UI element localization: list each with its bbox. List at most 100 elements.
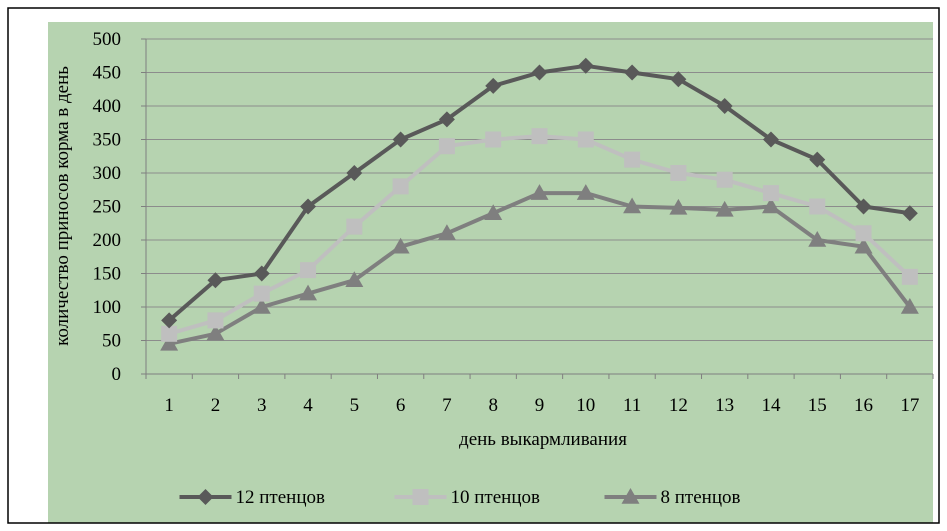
x-tick-label: 1 <box>164 395 174 416</box>
x-tick-label: 11 <box>623 395 641 416</box>
data-point <box>855 198 872 215</box>
y-tick-label: 300 <box>93 163 122 184</box>
x-tick-label: 2 <box>211 395 221 416</box>
y-tick-label: 350 <box>93 130 122 151</box>
data-point <box>670 165 687 181</box>
data-point <box>762 185 779 202</box>
x-tick-label: 3 <box>257 395 267 416</box>
legend-label: 8 птенцов <box>661 487 741 508</box>
data-point <box>901 205 918 222</box>
data-point <box>531 64 548 81</box>
axes <box>141 38 934 379</box>
data-point <box>207 272 224 289</box>
data-point <box>577 57 594 74</box>
data-point <box>716 98 733 114</box>
data-point <box>854 237 873 254</box>
data-point <box>762 131 779 148</box>
series-2 <box>161 128 918 342</box>
y-tick-label: 200 <box>93 230 122 251</box>
y-tick-label: 150 <box>93 264 122 285</box>
y-tick-label: 400 <box>93 96 122 117</box>
y-axis-title: количество приносов корма в день <box>52 66 73 346</box>
data-point <box>715 200 734 217</box>
legend-marker <box>412 489 429 505</box>
x-tick-label: 17 <box>900 395 919 416</box>
data-point <box>299 284 318 301</box>
x-tick-label: 16 <box>854 395 873 416</box>
chart-border <box>7 7 940 524</box>
x-tick-label: 7 <box>442 395 452 416</box>
data-point <box>253 265 270 282</box>
x-tick-label: 4 <box>303 395 313 416</box>
data-point <box>809 151 826 168</box>
data-point <box>855 225 872 242</box>
data-point <box>485 131 502 148</box>
data-point <box>901 268 918 285</box>
legend-marker <box>621 488 640 504</box>
y-tick-label: 250 <box>93 197 122 218</box>
legend-label: 10 птенцов <box>451 487 540 508</box>
data-point <box>716 171 733 188</box>
x-tick-label: 8 <box>488 395 498 416</box>
data-point <box>577 131 594 148</box>
x-tick-labels: 1 2 3 4 5 6 7 8 9 10 11 12 13 14 15 16 17 <box>164 395 919 416</box>
legend: 12 птенцов 10 птенцов 8 птенцов <box>179 487 741 508</box>
data-point <box>624 64 641 81</box>
x-axis-title: день выкармливания <box>459 429 627 450</box>
data-point <box>161 325 178 342</box>
data-point <box>207 312 224 329</box>
data-point <box>669 198 688 215</box>
data-point <box>670 71 687 88</box>
data-point <box>485 77 502 94</box>
data-point <box>808 231 827 247</box>
data-point <box>300 262 317 279</box>
data-point <box>438 111 455 128</box>
data-point <box>206 324 225 341</box>
y-tick-label: 500 <box>93 29 122 50</box>
data-point <box>345 271 364 287</box>
x-tick-label: 6 <box>396 395 406 416</box>
data-point <box>392 131 409 148</box>
data-point <box>623 197 642 214</box>
data-point <box>576 184 595 200</box>
data-point <box>252 298 271 314</box>
data-point <box>900 298 919 314</box>
data-point <box>437 224 456 241</box>
data-point <box>761 197 780 214</box>
legend-item: 10 птенцов <box>394 487 540 508</box>
data-point <box>346 165 363 181</box>
data-point <box>346 218 363 235</box>
x-tick-label: 12 <box>669 395 688 416</box>
data-point <box>624 151 641 168</box>
y-tick-label: 450 <box>93 63 122 84</box>
x-tick-label: 9 <box>535 395 545 416</box>
legend-item: 8 птенцов <box>604 487 741 508</box>
data-point <box>809 198 826 215</box>
x-tick-label: 5 <box>350 395 360 416</box>
series-1 <box>161 57 918 329</box>
data-point <box>484 204 503 220</box>
x-tick-label: 15 <box>808 395 827 416</box>
data-point <box>300 198 317 215</box>
legend-marker <box>197 489 214 505</box>
data-point <box>161 312 178 329</box>
series-lines <box>160 57 919 351</box>
y-tick-label: 0 <box>112 364 122 385</box>
y-tick-label: 50 <box>102 331 121 352</box>
data-point <box>160 334 179 351</box>
data-point <box>531 128 548 145</box>
legend-label: 12 птенцов <box>236 487 325 508</box>
data-point <box>253 285 270 302</box>
data-point <box>392 178 409 195</box>
x-tick-label: 14 <box>761 395 781 416</box>
legend-item: 12 птенцов <box>179 487 325 508</box>
data-point <box>530 184 549 200</box>
data-point <box>391 237 410 254</box>
y-tick-label: 100 <box>93 297 122 318</box>
data-point <box>438 138 455 155</box>
y-tick-labels: 0 50 100 150 200 250 300 350 400 450 500 <box>93 29 122 385</box>
series-3 <box>160 184 919 351</box>
x-tick-label: 13 <box>715 395 734 416</box>
